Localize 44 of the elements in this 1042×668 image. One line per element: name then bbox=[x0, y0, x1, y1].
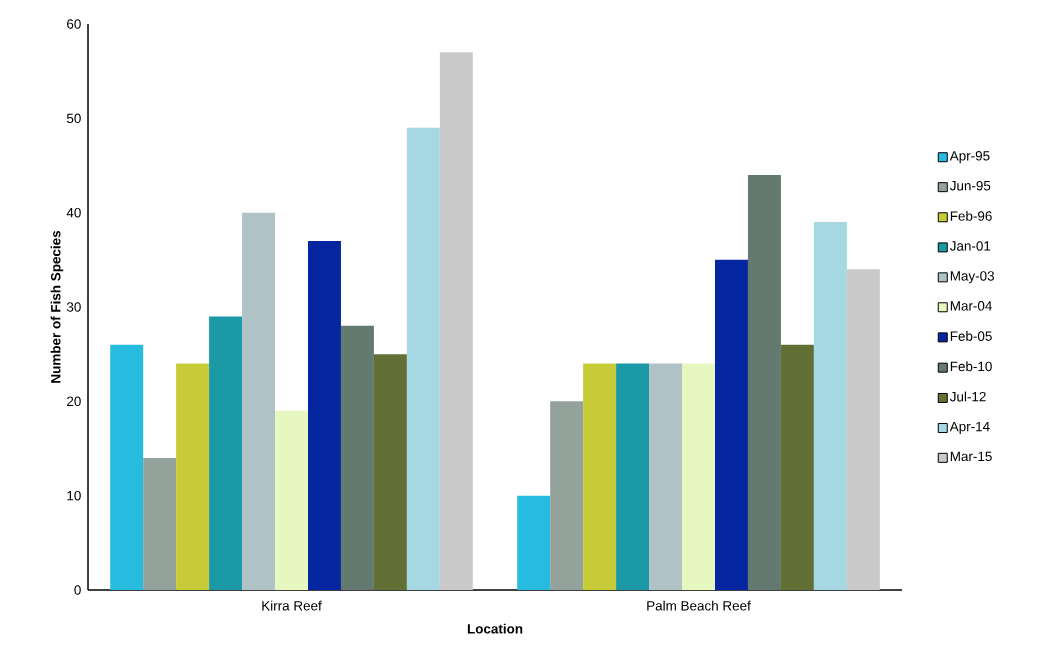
bar bbox=[583, 363, 617, 590]
bar bbox=[176, 363, 210, 590]
bar bbox=[780, 344, 814, 590]
legend-label: Jun-95 bbox=[949, 180, 991, 191]
y-tick-label: 20 bbox=[67, 396, 81, 407]
legend-label: Feb-05 bbox=[950, 331, 992, 341]
bar bbox=[242, 212, 276, 590]
y-tick-label: 10 bbox=[67, 490, 81, 501]
x-tick-label: Kirra Reef bbox=[262, 600, 322, 611]
bar bbox=[209, 316, 243, 590]
legend-label: Jan-01 bbox=[949, 241, 991, 251]
bar bbox=[110, 344, 144, 590]
bar bbox=[439, 52, 473, 590]
bar bbox=[846, 269, 880, 590]
y-tick-label: 60 bbox=[67, 19, 81, 29]
y-tick-label: 40 bbox=[66, 207, 81, 218]
bar bbox=[373, 354, 407, 590]
bar bbox=[340, 325, 374, 590]
y-tick-label: 30 bbox=[66, 302, 81, 312]
legend-label: Apr-14 bbox=[949, 421, 990, 434]
legend-label: Mar-15 bbox=[950, 451, 992, 462]
legend-label: Apr-95 bbox=[949, 151, 990, 164]
bar bbox=[308, 240, 341, 590]
legend-label: Feb-96 bbox=[950, 210, 992, 221]
bar bbox=[747, 174, 781, 590]
bar bbox=[406, 127, 440, 590]
x-axis-title: Location bbox=[467, 623, 523, 634]
bar bbox=[616, 363, 650, 590]
bar bbox=[517, 495, 551, 590]
legend-label: May-03 bbox=[950, 271, 994, 284]
y-axis-title: Number of Fish Species bbox=[50, 230, 64, 383]
legend-label: Mar-04 bbox=[950, 301, 992, 311]
legend-label: Jul-12 bbox=[949, 391, 986, 402]
bar bbox=[813, 222, 847, 590]
bar bbox=[275, 410, 308, 590]
x-tick-label: Palm Beach Reef bbox=[647, 600, 751, 611]
bar bbox=[715, 259, 748, 590]
y-tick-label: 0 bbox=[74, 585, 81, 595]
bar bbox=[550, 401, 584, 590]
bar bbox=[143, 457, 177, 590]
bar bbox=[649, 363, 683, 590]
legend-label: Feb-10 bbox=[950, 361, 992, 372]
y-tick-label: 50 bbox=[66, 113, 81, 124]
bar bbox=[682, 363, 715, 590]
